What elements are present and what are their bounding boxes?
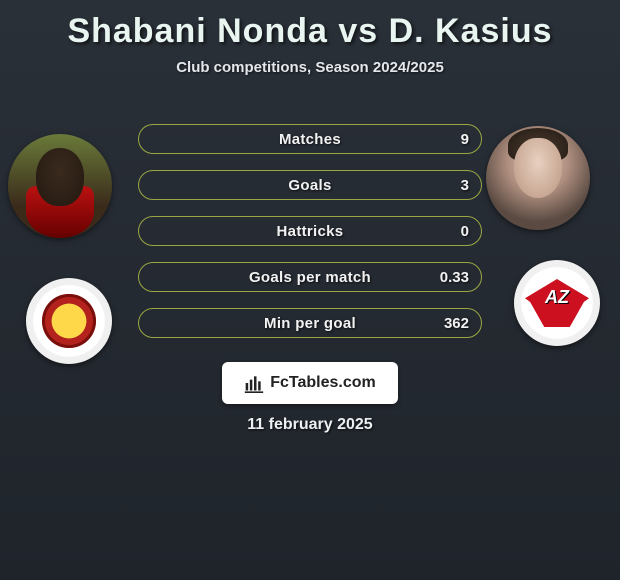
az-logo-icon xyxy=(525,279,589,327)
page-subtitle: Club competitions, Season 2024/2025 xyxy=(0,59,620,76)
stat-bar-label: Matches xyxy=(139,125,481,153)
player-right-avatar xyxy=(486,126,590,230)
stat-bar-label: Hattricks xyxy=(139,217,481,245)
stat-bar-value-right: 3 xyxy=(461,171,469,199)
stat-bar-value-right: 9 xyxy=(461,125,469,153)
bars-chart-icon xyxy=(244,373,264,393)
brand-badge[interactable]: FcTables.com xyxy=(222,362,398,404)
stats-bars: Matches 9 Goals 3 Hattricks 0 Goals per … xyxy=(138,124,482,354)
stat-bar-value-right: 0 xyxy=(461,217,469,245)
player-left-avatar xyxy=(8,134,112,238)
brand-label: FcTables.com xyxy=(270,374,376,392)
stat-bar-label: Min per goal xyxy=(139,309,481,337)
stat-bar: Goals per match 0.33 xyxy=(138,262,482,292)
comparison-date: 11 february 2025 xyxy=(0,416,620,434)
stat-bar: Hattricks 0 xyxy=(138,216,482,246)
club-left-logo xyxy=(26,278,112,364)
stat-bar: Goals 3 xyxy=(138,170,482,200)
stat-bar-label: Goals per match xyxy=(139,263,481,291)
stat-bar: Matches 9 xyxy=(138,124,482,154)
stat-bar-label: Goals xyxy=(139,171,481,199)
page-title: Shabani Nonda vs D. Kasius xyxy=(0,0,620,51)
club-right-logo xyxy=(514,260,600,346)
stat-bar-value-right: 0.33 xyxy=(440,263,469,291)
stat-bar: Min per goal 362 xyxy=(138,308,482,338)
galatasaray-logo-icon xyxy=(42,294,96,348)
stat-bar-value-right: 362 xyxy=(444,309,469,337)
